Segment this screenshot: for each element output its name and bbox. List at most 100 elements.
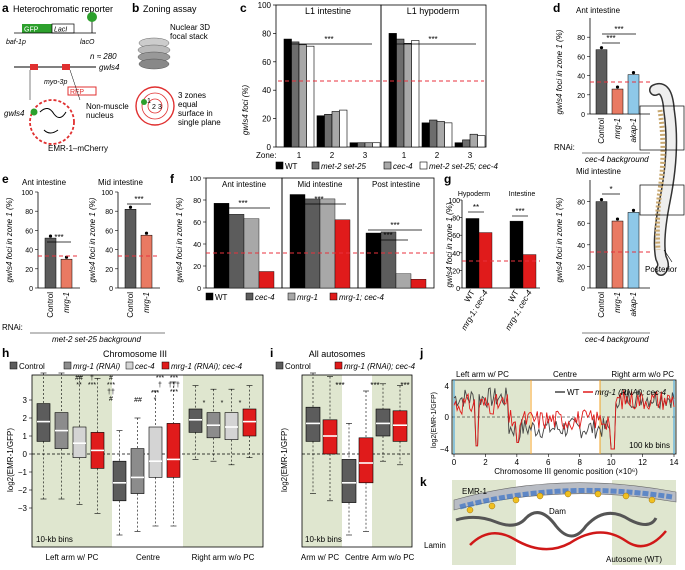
- panel-c-bar: [298, 44, 307, 148]
- panel-c-legend-swatch: [311, 161, 320, 170]
- panel-i-letter: i: [270, 346, 273, 360]
- panel-j-xtick-label: 10: [607, 458, 616, 467]
- panel-k-emr: EMR-1: [462, 487, 487, 496]
- worm-diagram: L1 Posterior: [639, 83, 685, 276]
- panel-i-box: [305, 406, 321, 442]
- rfp-label: RFP: [70, 89, 84, 96]
- panel-f-bar: [395, 273, 412, 289]
- panel-g-subtitle-2: Intestine: [509, 191, 536, 198]
- panel-i-legend-label: Control: [285, 362, 311, 371]
- panel-c-bar: [396, 38, 405, 148]
- panel-g-bar: [509, 220, 524, 289]
- panel-e-bar: [44, 237, 57, 289]
- panel-c-bar: [324, 114, 333, 148]
- panel-d-letter: d: [553, 1, 560, 15]
- panel-c-bar: [421, 122, 430, 148]
- panel-d-background-2: cec-4 background: [585, 335, 649, 344]
- panel-f-legend-swatch: [287, 292, 296, 301]
- panel-g-letter: g: [444, 172, 451, 186]
- worm-posterior-label: Posterior: [645, 265, 677, 274]
- panel-e-ytick-label: 100: [101, 190, 113, 197]
- panel-h-sig-label: †††: [168, 382, 180, 389]
- panel-c-bar: [429, 119, 438, 148]
- panel-g-ytick-label: 20: [452, 268, 460, 275]
- panel-j-ytick-2: 0: [445, 413, 450, 422]
- panel-i-group-1: Arm w/ PC: [301, 553, 339, 562]
- panel-h-box: [130, 448, 145, 494]
- panel-j-bins: 100 kb bins: [629, 441, 670, 450]
- panel-e-ytick-label: 80: [105, 209, 113, 216]
- panel-h-bins: 10-kb bins: [36, 535, 73, 544]
- panel-h-sig-label: ***: [170, 375, 178, 382]
- panel-d-xtick-label: akap-1: [629, 118, 638, 142]
- panel-a: a Heterochromatic reporter GFP LacI baf-…: [2, 1, 129, 153]
- panel-c-bar: [283, 38, 292, 148]
- panel-f-sig-4: ***: [383, 231, 392, 240]
- panel-h-legend-label: cec-4: [135, 362, 155, 371]
- panel-i-legend-label: mrg-1 (RNAi); cec-4: [344, 362, 416, 371]
- panel-e-rnai: RNAi:: [2, 323, 23, 332]
- panel-i-box: [322, 419, 338, 455]
- panel-h-legend-swatch: [9, 361, 18, 370]
- panel-h-sig-label: *: [221, 400, 224, 407]
- panel-d-ytick-label: 0: [581, 286, 585, 293]
- panel-h-legend-swatch: [63, 361, 72, 370]
- panel-i-box: [341, 459, 357, 503]
- panel-f-letter: f: [170, 172, 175, 186]
- panel-e-ytick-label: 60: [105, 228, 113, 235]
- panel-g-sig-2: ***: [515, 207, 524, 216]
- panel-c-ytick-label: 100: [258, 1, 272, 10]
- zones-text-4: single plane: [178, 118, 221, 127]
- panel-f-bar: [258, 271, 275, 289]
- panel-h-box: [72, 426, 87, 458]
- panel-h-sig-label: ††: [107, 389, 115, 396]
- panel-d-sig-3: *: [609, 185, 612, 194]
- panel-d-point: [631, 71, 636, 75]
- emr-label: EMR-1–mCherry: [48, 144, 108, 153]
- gwls4-seg-2: [62, 64, 70, 70]
- dam-dot-3: [512, 496, 520, 504]
- panel-e-ytick-label: 0: [29, 286, 33, 293]
- panel-j-ylabel: log2(EMR-1/GFP): [431, 392, 438, 448]
- panel-h-frame: [31, 374, 264, 548]
- panel-d-ylabel-mid: gwIs4 foci in zone 1 (%): [555, 197, 564, 282]
- panel-h-legend-swatch: [161, 361, 170, 370]
- panel-j-xtick-label: 6: [546, 458, 551, 467]
- panel-g-ytick-label: 80: [452, 216, 460, 223]
- panel-i-legend-swatch: [334, 361, 343, 370]
- panel-c-xtick-label: 1: [402, 151, 407, 160]
- panel-c-ytick-label: 60: [262, 58, 271, 67]
- panel-c-legend-label: WT: [285, 162, 298, 171]
- panel-d-ytick-label: 80: [577, 35, 585, 42]
- panel-f-ytick-label: 0: [197, 286, 201, 293]
- panel-c-legend-label: met-2 set-25: [321, 162, 366, 171]
- stack-plane-4: [138, 58, 170, 70]
- zoom-line-2: [69, 69, 81, 101]
- panel-h-sig-label: *: [239, 400, 242, 407]
- panel-h-legend-label: mrg-1 (RNAi): [73, 362, 120, 371]
- worm-ant-box: [639, 105, 685, 151]
- panel-h-sig-label: ##: [134, 397, 142, 404]
- panel-h-box: [36, 403, 51, 442]
- panel-h-group-1: Left arm w/ PC: [46, 553, 99, 562]
- panel-j-ytick-1: 4: [445, 382, 450, 391]
- panel-d-subtitle-ant: Ant intestine: [576, 6, 621, 15]
- panel-d-background: cec-4 background: [585, 155, 649, 164]
- panel-c-bar: [339, 109, 348, 148]
- panel-c-zone-label: Zone:: [256, 151, 276, 160]
- panel-f-bar: [289, 194, 306, 289]
- panel-c-letter: c: [240, 1, 247, 15]
- panel-d-ytick-label: 60: [577, 221, 585, 228]
- panel-d-bar: [627, 74, 640, 115]
- panel-d-bar: [611, 88, 624, 115]
- panel-h-group-2: Centre: [136, 553, 161, 562]
- panel-k-dam: Dam: [549, 507, 566, 516]
- panel-j-region-2: Centre: [553, 370, 578, 379]
- panel-c-xtick-label: 1: [297, 151, 302, 160]
- panel-h-sig-label: *: [203, 400, 206, 407]
- panel-h-sig-label: ***: [107, 382, 115, 389]
- panel-e-point: [128, 205, 133, 209]
- rfp-box: [67, 86, 97, 96]
- panel-e-sig-2: ***: [134, 195, 143, 204]
- panel-g-subtitle-1: Hypoderm: [458, 191, 490, 198]
